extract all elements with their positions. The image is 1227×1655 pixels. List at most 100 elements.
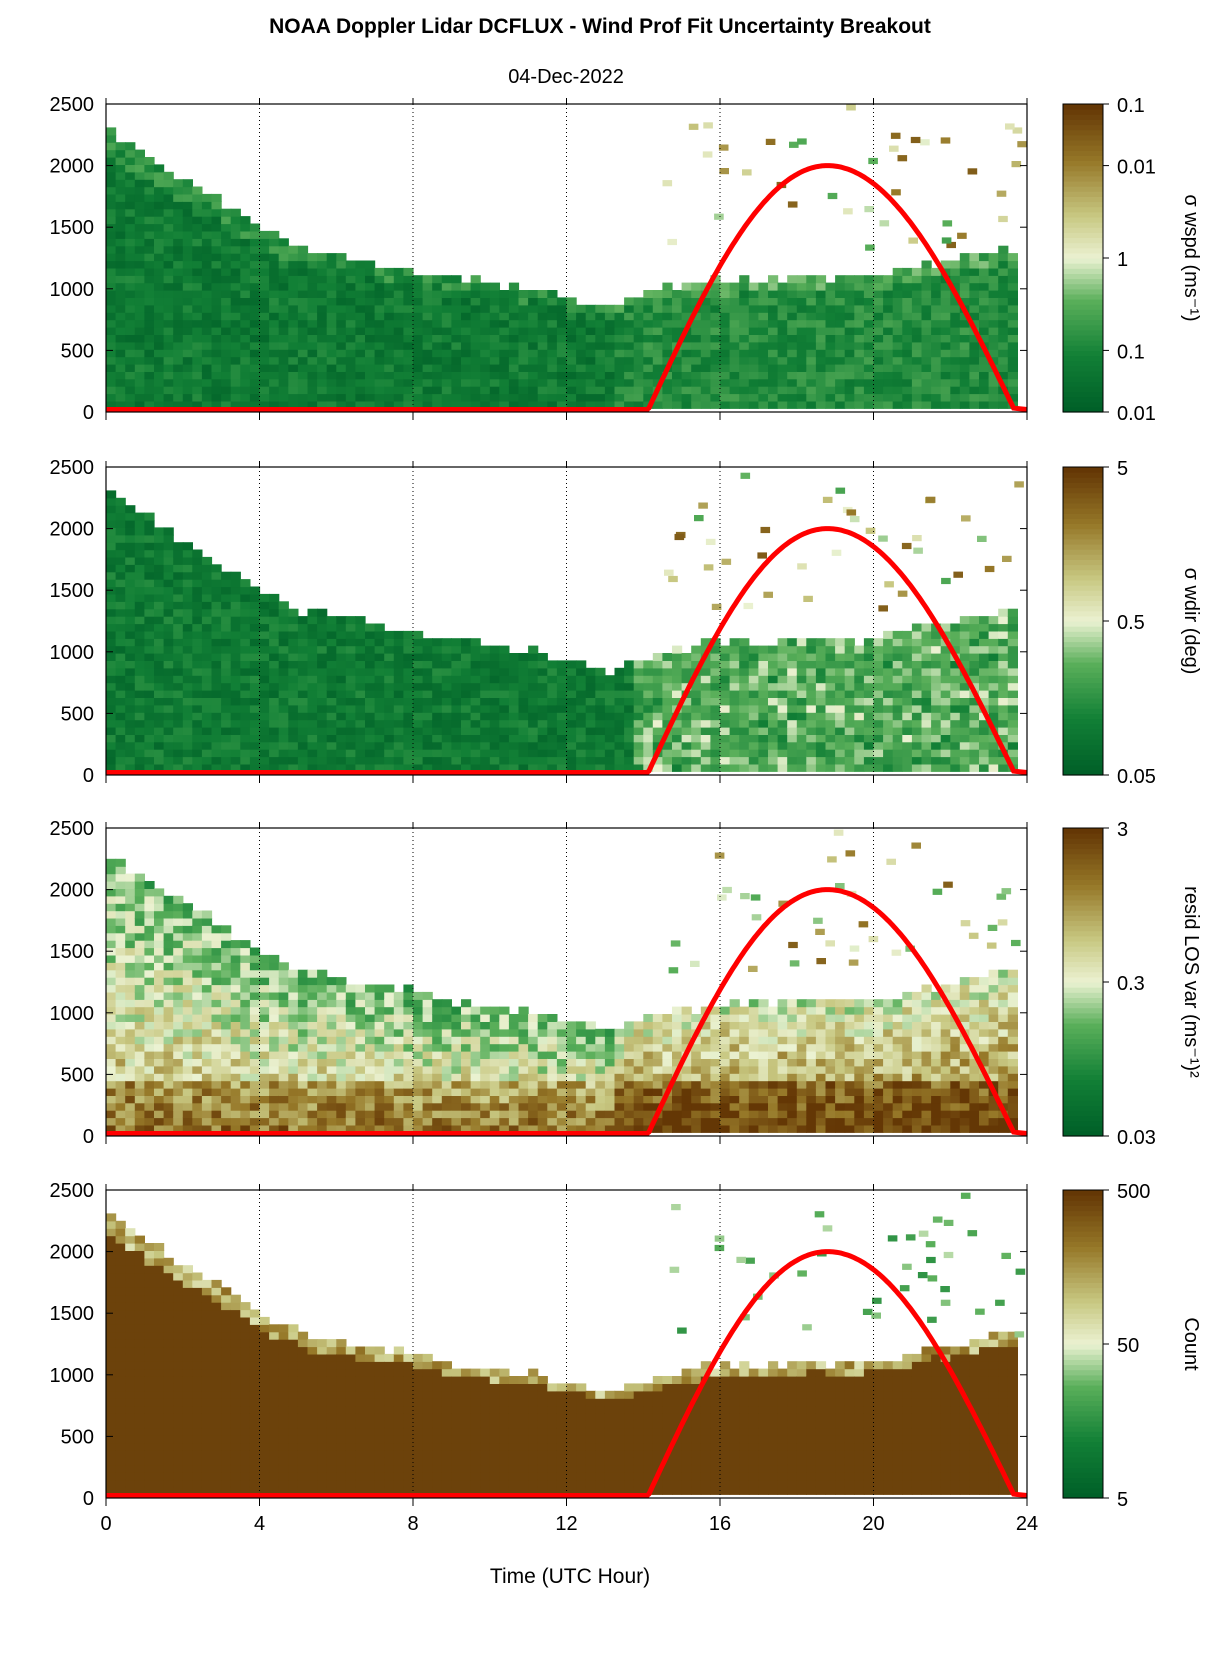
heatmap-cell: [125, 719, 136, 728]
heatmap-cell: [748, 349, 759, 358]
heatmap-cell: [154, 917, 165, 926]
heatmap-cell: [106, 756, 117, 765]
heatmap-cell: [374, 1006, 385, 1015]
heatmap-cell: [461, 364, 472, 372]
heatmap-cell: [969, 364, 980, 372]
heatmap-cell: [365, 653, 376, 661]
heatmap-cell: [672, 393, 683, 402]
heatmap-cell: [499, 297, 510, 306]
heatmap-cell: [959, 763, 970, 772]
heatmap-cell: [163, 349, 174, 358]
heatmap-cell: [413, 341, 424, 350]
heatmap-cell: [249, 638, 261, 647]
heatmap-cell: [911, 290, 923, 298]
heatmap-cell: [106, 690, 117, 698]
heatmap-cell: [979, 378, 990, 387]
heatmap-cell: [499, 312, 510, 321]
heatmap-cell: [384, 1051, 395, 1059]
heatmap-cell: [758, 756, 769, 765]
heatmap-cell: [844, 334, 855, 343]
heatmap-cell: [336, 690, 347, 698]
heatmap-cell: [288, 253, 299, 262]
heatmap-cell: [125, 512, 136, 521]
heatmap-cell: [892, 719, 903, 728]
heatmap-cell: [729, 312, 740, 321]
heatmap-cell: [825, 719, 836, 728]
heatmap-cell: [221, 630, 232, 639]
heatmap-cell: [230, 999, 241, 1008]
heatmap-cell: [115, 910, 126, 919]
heatmap-cell: [125, 208, 136, 217]
heatmap-cell: [269, 356, 280, 365]
heatmap-cell: [461, 349, 472, 358]
heatmap-cell: [393, 400, 404, 409]
heatmap-cell: [288, 1080, 299, 1089]
heatmap-cell: [441, 682, 452, 691]
heatmap-cell: [758, 645, 769, 654]
heatmap-cell: [451, 378, 462, 387]
heatmap-cell: [1007, 734, 1018, 743]
heatmap-cell: [604, 675, 616, 684]
heatmap-cell: [873, 371, 884, 380]
heatmap-cell: [595, 667, 606, 676]
heatmap-cell: [230, 969, 241, 978]
heatmap-cell: [106, 719, 117, 728]
heatmap-cell: [720, 653, 731, 661]
heatmap-cell: [345, 260, 356, 269]
heatmap-cell: [230, 727, 241, 735]
heatmap-cell: [748, 756, 759, 765]
heatmap-cell: [115, 1080, 126, 1089]
heatmap-cell: [528, 327, 539, 335]
heatmap-cell: [403, 319, 414, 328]
heatmap-cell: [815, 682, 827, 691]
heatmap-cell: [432, 719, 443, 728]
heatmap-cell: [115, 1021, 126, 1030]
heatmap-cell: [499, 645, 510, 654]
heatmap-cell: [489, 667, 500, 676]
heatmap-cell: [192, 304, 203, 313]
heatmap-cell: [681, 653, 692, 661]
heatmap-cell: [1007, 253, 1018, 262]
heatmap-cell: [144, 719, 155, 728]
y-tick-label: 2500: [50, 457, 95, 479]
heatmap-cell: [461, 690, 472, 698]
heatmap-cell: [911, 697, 923, 706]
heatmap-cell: [537, 378, 548, 387]
heatmap-cell: [413, 682, 424, 691]
colorbar-segment: [1063, 175, 1103, 182]
heatmap-cell: [470, 297, 481, 306]
heatmap-cell: [307, 1117, 318, 1126]
heatmap-cell: [835, 712, 846, 721]
heatmap-cell: [240, 1036, 251, 1045]
heatmap-cell: [518, 319, 529, 328]
heatmap-cell: [278, 977, 289, 986]
heatmap-cell: [230, 1006, 241, 1015]
heatmap-cell: [144, 1065, 155, 1074]
heatmap-cell: [988, 275, 999, 284]
heatmap-cell: [307, 690, 318, 698]
heatmap-cell: [729, 675, 740, 684]
heatmap-cell: [451, 371, 462, 380]
heatmap-cell: [211, 238, 222, 247]
heatmap-cell: [393, 749, 404, 758]
heatmap-cell: [173, 932, 184, 941]
heatmap-cell: [604, 756, 616, 765]
heatmap-cell: [374, 704, 385, 713]
heatmap-cell: [911, 356, 923, 365]
heatmap-cell: [278, 1088, 289, 1096]
heatmap-cell: [106, 193, 117, 202]
heatmap-cell: [163, 290, 174, 298]
heatmap-cell: [843, 208, 853, 215]
heatmap-cell: [173, 201, 184, 210]
heatmap-cell: [729, 734, 740, 743]
heatmap-cell: [422, 741, 433, 750]
heatmap-cell: [163, 586, 174, 595]
heatmap-cell: [768, 319, 779, 328]
heatmap-cell: [365, 1006, 376, 1015]
heatmap-cell: [710, 690, 721, 698]
heatmap-cell: [192, 297, 203, 306]
heatmap-cell: [700, 386, 711, 395]
heatmap-cell: [269, 749, 280, 758]
heatmap-cell: [422, 675, 433, 684]
heatmap-cell: [278, 238, 289, 247]
